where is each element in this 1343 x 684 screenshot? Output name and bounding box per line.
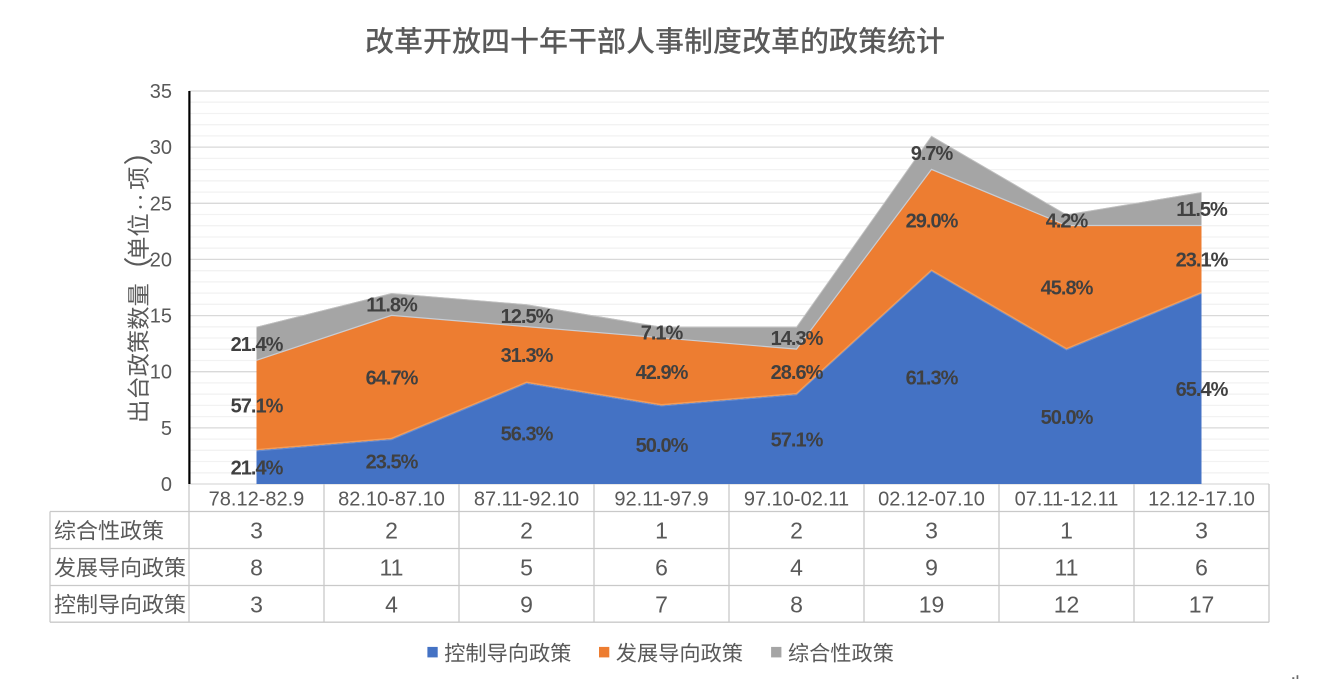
svg-text:5: 5 [520, 555, 533, 581]
svg-text:12.12-17.10: 12.12-17.10 [1148, 488, 1255, 510]
svg-text:57.1%: 57.1% [771, 429, 824, 451]
svg-text:31.3%: 31.3% [501, 345, 554, 367]
svg-text:97.10-02.11: 97.10-02.11 [744, 488, 849, 510]
svg-text:20: 20 [150, 249, 172, 271]
svg-text:30: 30 [150, 137, 172, 159]
svg-text:6: 6 [655, 555, 668, 581]
svg-text:3: 3 [925, 518, 938, 544]
svg-text:02.12-07.10: 02.12-07.10 [878, 488, 985, 510]
svg-text:0: 0 [161, 474, 172, 496]
svg-text:10: 10 [150, 362, 172, 384]
svg-text:65.4%: 65.4% [1176, 379, 1229, 401]
svg-text:11.8%: 11.8% [366, 295, 418, 317]
svg-text:4: 4 [790, 555, 803, 581]
svg-text:6: 6 [1195, 555, 1208, 581]
svg-text:64.7%: 64.7% [366, 368, 419, 390]
svg-text:07.11-12.11: 07.11-12.11 [1015, 488, 1119, 510]
svg-text:7: 7 [655, 591, 668, 617]
svg-text:82.10-87.10: 82.10-87.10 [338, 488, 445, 510]
svg-text:7.1%: 7.1% [641, 323, 684, 345]
svg-text:9: 9 [520, 591, 533, 617]
svg-text:5: 5 [161, 418, 172, 440]
svg-text:12: 12 [1054, 591, 1080, 617]
svg-text:8: 8 [790, 591, 803, 617]
svg-text:35: 35 [150, 81, 172, 103]
svg-text:50.0%: 50.0% [636, 435, 689, 457]
svg-text:11.5%: 11.5% [1176, 199, 1228, 221]
svg-text:14.3%: 14.3% [771, 328, 824, 350]
svg-text:25: 25 [150, 193, 172, 215]
svg-text:4.2%: 4.2% [1046, 210, 1089, 232]
svg-text:21.4%: 21.4% [231, 457, 284, 479]
svg-text:23.5%: 23.5% [366, 452, 419, 474]
svg-text:23.1%: 23.1% [1176, 250, 1229, 272]
svg-text:45.8%: 45.8% [1041, 278, 1094, 300]
svg-text:8: 8 [250, 555, 263, 581]
svg-text:3: 3 [250, 591, 263, 617]
svg-text:9.7%: 9.7% [911, 143, 954, 165]
svg-text:28.6%: 28.6% [771, 362, 824, 384]
svg-text:21.4%: 21.4% [231, 334, 284, 356]
svg-text:11: 11 [1055, 555, 1079, 581]
svg-text:56.3%: 56.3% [501, 424, 554, 446]
svg-text:12.5%: 12.5% [501, 306, 554, 328]
svg-text:50.0%: 50.0% [1041, 407, 1094, 429]
svg-text:3: 3 [1195, 518, 1208, 544]
svg-text:78.12-82.9: 78.12-82.9 [209, 488, 305, 510]
svg-text:19: 19 [919, 591, 945, 617]
svg-text:1: 1 [655, 518, 668, 544]
svg-text:15: 15 [150, 306, 172, 328]
svg-text:17: 17 [1189, 591, 1215, 617]
svg-text:61.3%: 61.3% [906, 368, 959, 390]
svg-text:42.9%: 42.9% [636, 362, 689, 384]
svg-text:2: 2 [520, 518, 533, 544]
svg-text:1: 1 [1060, 518, 1073, 544]
svg-text:57.1%: 57.1% [231, 396, 284, 418]
svg-text:87.11-92.10: 87.11-92.10 [474, 488, 579, 510]
svg-text:3: 3 [250, 518, 263, 544]
svg-text:92.11-97.9: 92.11-97.9 [614, 488, 708, 510]
svg-text:29.0%: 29.0% [906, 210, 959, 232]
svg-text:9: 9 [925, 555, 938, 581]
svg-text:2: 2 [790, 518, 803, 544]
svg-text:11: 11 [380, 555, 404, 581]
svg-text:4: 4 [385, 591, 398, 617]
svg-text:2: 2 [385, 518, 398, 544]
